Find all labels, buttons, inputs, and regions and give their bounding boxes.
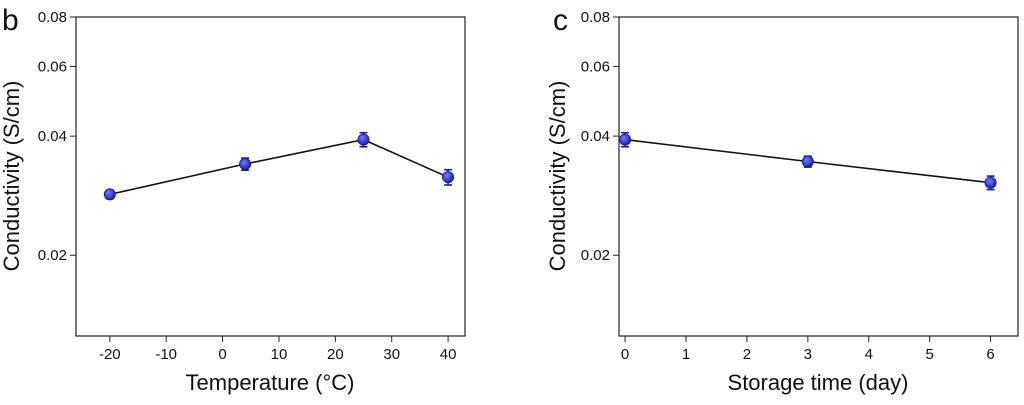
y-tick-label-c-2: 0.06 — [581, 58, 610, 75]
plot-frame-c — [618, 16, 1019, 337]
panel-b: b 0.02 0.04 0.06 0.08 -20 -10 0 10 20 30 40 Tempe… — [0, 4, 466, 395]
y-tick-label-c-1: 0.04 — [581, 128, 610, 145]
y-axis-label-c: Conductivity (S/cm) — [545, 81, 570, 272]
x-tick-label-b-4: 20 — [327, 346, 344, 363]
x-axis-b: -20 -10 0 10 20 30 40 — [99, 336, 456, 363]
y-tick-label-b-0: 0.02 — [38, 247, 67, 264]
x-tick-label-c-6: 6 — [986, 346, 994, 363]
data-point-b-0 — [103, 188, 116, 201]
series-b — [103, 131, 455, 201]
panel-letter-c: c — [553, 4, 568, 37]
plot-frame-b — [75, 16, 466, 337]
x-tick-label-c-3: 3 — [804, 346, 812, 363]
y-tick-label-b-1: 0.04 — [38, 128, 67, 145]
panel-letter-b: b — [2, 4, 19, 37]
data-point-b-1 — [239, 158, 252, 171]
x-axis-c: 0 1 2 3 4 5 6 — [621, 336, 995, 363]
x-axis-label-c: Storage time (day) — [728, 370, 909, 395]
x-tick-label-b-0: -20 — [99, 346, 121, 363]
x-tick-label-c-1: 1 — [682, 346, 690, 363]
x-axis-label-b: Temperature (°C) — [186, 370, 355, 395]
x-tick-label-c-5: 5 — [925, 346, 933, 363]
y-tick-label-c-0: 0.02 — [581, 247, 610, 264]
data-point-c-1 — [801, 155, 814, 168]
y-axis-label-b: Conductivity (S/cm) — [0, 81, 24, 272]
series-c — [619, 131, 997, 191]
y-axis-c: 0.02 0.04 0.06 0.08 — [581, 9, 619, 264]
y-tick-label-b-2: 0.06 — [38, 58, 67, 75]
x-tick-label-c-0: 0 — [621, 346, 629, 363]
y-tick-label-c-3: 0.08 — [581, 9, 610, 26]
x-tick-label-c-2: 2 — [743, 346, 751, 363]
x-tick-label-b-3: 10 — [271, 346, 288, 363]
series-line-b-0 — [109, 138, 449, 196]
y-tick-label-b-3: 0.08 — [38, 9, 67, 26]
x-tick-label-b-5: 30 — [383, 346, 400, 363]
x-tick-label-b-1: -10 — [155, 346, 177, 363]
data-point-b-2 — [357, 133, 370, 146]
x-tick-label-c-4: 4 — [865, 346, 873, 363]
x-tick-label-b-2: 0 — [218, 346, 226, 363]
data-point-b-3 — [442, 171, 455, 184]
y-axis-b: 0.02 0.04 0.06 0.08 — [38, 9, 76, 264]
data-point-c-0 — [619, 133, 632, 146]
panel-c: c 0.02 0.04 0.06 0.08 0 1 2 3 4 5 6 Storage time … — [545, 4, 1019, 395]
x-tick-label-b-6: 40 — [440, 346, 457, 363]
data-point-c-2 — [984, 176, 997, 189]
